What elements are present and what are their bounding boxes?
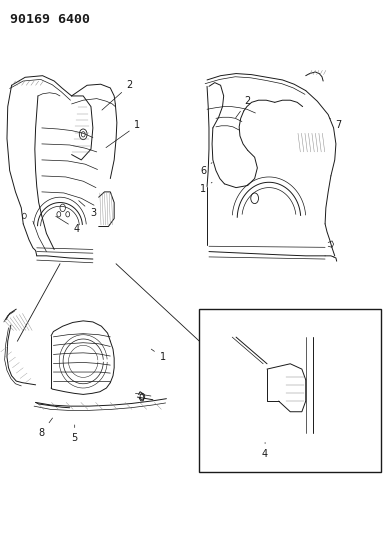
Bar: [199, 309, 381, 472]
Text: 6: 6: [200, 163, 212, 175]
Text: 8: 8: [39, 418, 53, 438]
Text: 4: 4: [262, 442, 268, 459]
Text: 2: 2: [236, 96, 251, 118]
Text: 1: 1: [151, 349, 166, 362]
Text: 1: 1: [200, 182, 212, 194]
Text: 3: 3: [79, 200, 96, 218]
Text: 90169 6400: 90169 6400: [10, 13, 90, 26]
Text: 1: 1: [106, 120, 140, 148]
Text: 7: 7: [330, 118, 342, 130]
Text: 2: 2: [102, 80, 133, 110]
Text: 4: 4: [56, 216, 80, 234]
Text: 5: 5: [72, 425, 78, 443]
